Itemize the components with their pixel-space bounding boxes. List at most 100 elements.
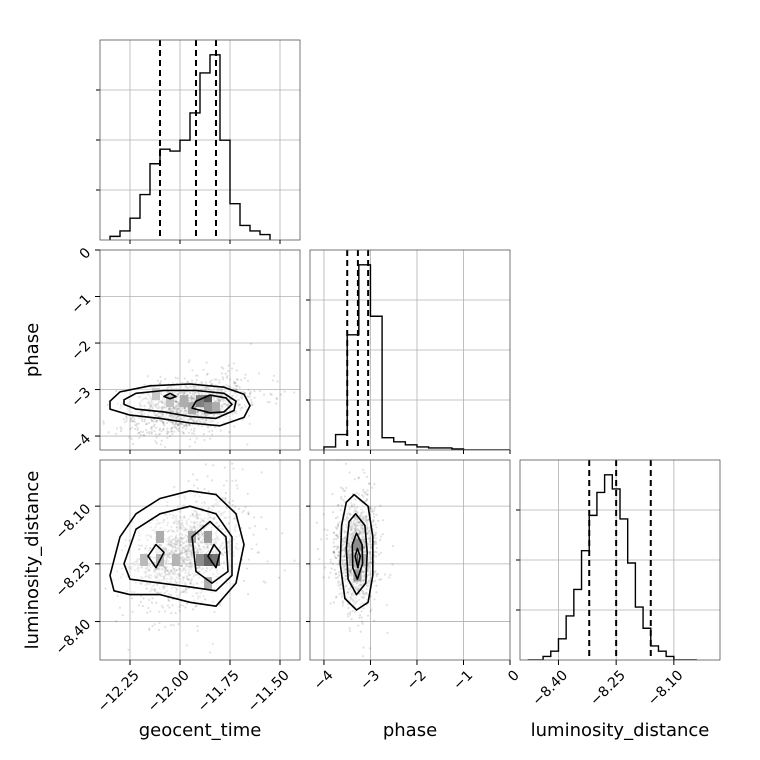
sample-point (158, 415, 161, 418)
sample-point (208, 386, 211, 389)
sample-point (187, 572, 190, 575)
sample-point (197, 517, 200, 520)
sample-point (175, 581, 178, 584)
sample-point (190, 397, 193, 400)
sample-point (223, 560, 226, 564)
sample-point (170, 540, 173, 544)
sample-point (362, 590, 365, 593)
sample-point (149, 395, 152, 398)
sample-point (373, 506, 376, 510)
sample-point (231, 582, 234, 585)
sample-point (185, 549, 188, 553)
sample-point (362, 527, 365, 530)
sample-point (181, 537, 185, 540)
sample-point (220, 372, 224, 375)
sample-point (176, 396, 179, 399)
sample-point (149, 535, 152, 538)
sample-point (368, 565, 371, 568)
sample-point (177, 406, 180, 410)
sample-point (176, 538, 179, 541)
sample-point (234, 529, 237, 533)
sample-point (180, 526, 183, 529)
sample-point (154, 576, 157, 580)
sample-point (175, 410, 178, 413)
sample-point (170, 430, 173, 433)
sample-point (320, 538, 323, 541)
sample-point (144, 567, 147, 570)
sample-point (235, 484, 238, 487)
sample-point (165, 547, 168, 550)
sample-point (212, 573, 215, 576)
sample-point (184, 565, 188, 568)
sample-point (192, 560, 195, 563)
sample-point (159, 544, 163, 547)
sample-point (362, 596, 365, 599)
sample-point (185, 575, 188, 578)
sample-point (243, 579, 246, 582)
sample-point (173, 552, 176, 555)
sample-point (186, 386, 189, 389)
sample-point (215, 581, 218, 584)
sample-point (146, 375, 149, 378)
panel-content (76, 342, 296, 450)
sample-point (148, 569, 151, 572)
sample-point (149, 526, 153, 529)
sample-point (349, 611, 352, 614)
sample-point (358, 614, 362, 617)
sample-point (164, 513, 167, 516)
sample-point (207, 490, 210, 493)
sample-point (76, 412, 78, 414)
sample-point (160, 604, 163, 607)
sample-point (360, 616, 363, 619)
sample-point (222, 402, 226, 405)
sample-point (191, 396, 195, 399)
sample-point (219, 399, 222, 402)
sample-point (365, 517, 368, 520)
sample-point (371, 520, 374, 523)
sample-point (377, 553, 381, 556)
sample-point (175, 520, 179, 523)
sample-point (135, 560, 138, 564)
sample-point (130, 597, 134, 600)
sample-point (165, 513, 168, 517)
sample-point (181, 556, 185, 559)
sample-point (130, 568, 133, 571)
sample-point (151, 625, 154, 628)
sample-point (347, 547, 351, 550)
sample-point (353, 524, 356, 527)
sample-point (369, 540, 372, 544)
sample-point (179, 411, 182, 414)
sample-point (163, 445, 167, 449)
sample-point (197, 537, 200, 541)
sample-point (148, 407, 151, 410)
sample-point (166, 387, 169, 390)
sample-point (337, 580, 340, 583)
sample-point (367, 537, 371, 540)
sample-point (163, 585, 166, 588)
sample-point (201, 425, 204, 428)
panel-frame (99, 459, 301, 661)
sample-point (346, 612, 350, 616)
sample-point (193, 419, 196, 423)
sample-point (353, 565, 356, 568)
sample-point (178, 573, 181, 576)
y-axis-label-phase: phase (22, 323, 43, 377)
sample-point (179, 603, 182, 607)
sample-point (205, 387, 208, 390)
sample-point (188, 417, 191, 420)
sample-point (347, 615, 350, 618)
sample-point (339, 582, 343, 586)
sample-point (241, 511, 244, 514)
sample-point (182, 432, 186, 435)
sample-point (197, 544, 200, 547)
sample-point (248, 395, 251, 398)
sample-point (145, 587, 148, 591)
sample-point (220, 553, 223, 556)
sample-point (197, 385, 200, 389)
sample-point (204, 386, 207, 389)
sample-point (171, 572, 175, 576)
sample-point (205, 566, 208, 569)
sample-point (363, 574, 366, 577)
sample-point (236, 398, 239, 402)
sample-point (190, 566, 193, 569)
